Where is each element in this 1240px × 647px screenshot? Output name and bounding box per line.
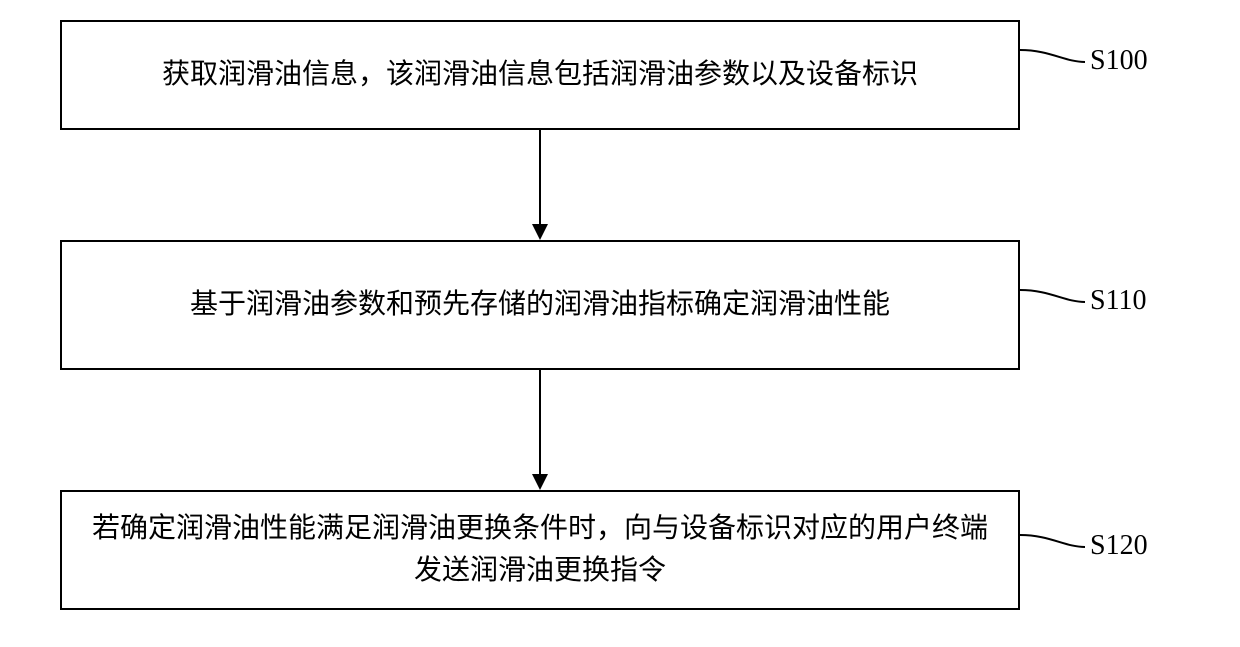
flow-label-s110: S110 [1090, 285, 1147, 317]
flow-node-text: 若确定润滑油性能满足润滑油更换条件时，向与设备标识对应的用户终端发送润滑油更换指… [82, 508, 998, 592]
flow-label-s100: S100 [1090, 45, 1148, 77]
arrow-line [539, 130, 541, 224]
arrow-line [539, 370, 541, 474]
connector-curve [1018, 533, 1087, 549]
flow-label-s120: S120 [1090, 530, 1148, 562]
flow-node-text: 基于润滑油参数和预先存储的润滑油指标确定润滑油性能 [190, 284, 890, 326]
flow-node-s120: 若确定润滑油性能满足润滑油更换条件时，向与设备标识对应的用户终端发送润滑油更换指… [60, 490, 1020, 610]
flow-node-s110: 基于润滑油参数和预先存储的润滑油指标确定润滑油性能 [60, 240, 1020, 370]
connector-curve [1018, 288, 1087, 304]
flowchart-canvas: 获取润滑油信息，该润滑油信息包括润滑油参数以及设备标识 S100 基于润滑油参数和预… [0, 0, 1240, 647]
arrow-head-icon [532, 474, 548, 490]
flow-node-s100: 获取润滑油信息，该润滑油信息包括润滑油参数以及设备标识 [60, 20, 1020, 130]
arrow-head-icon [532, 224, 548, 240]
connector-curve [1018, 48, 1087, 64]
flow-node-text: 获取润滑油信息，该润滑油信息包括润滑油参数以及设备标识 [162, 54, 918, 96]
